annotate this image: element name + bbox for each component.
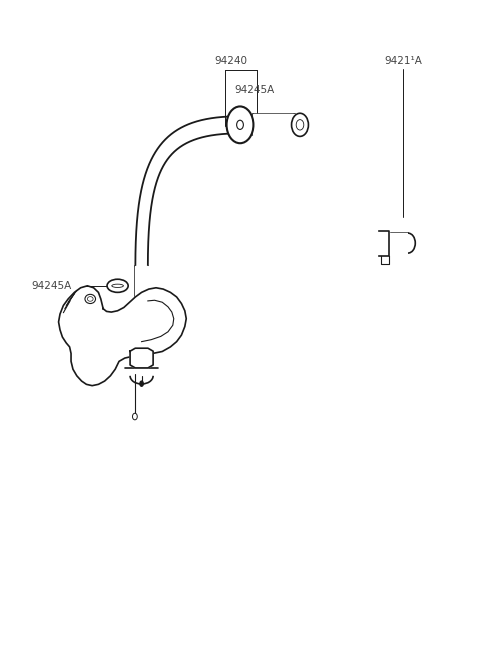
Polygon shape (130, 348, 153, 368)
Circle shape (139, 380, 144, 387)
Circle shape (291, 113, 309, 137)
Circle shape (237, 120, 243, 129)
Text: 9421¹A: 9421¹A (384, 56, 422, 66)
Text: 94245A: 94245A (31, 281, 72, 291)
Circle shape (132, 413, 137, 420)
Ellipse shape (85, 294, 96, 304)
Text: 94245A: 94245A (234, 85, 275, 95)
Polygon shape (379, 231, 389, 256)
Circle shape (227, 106, 253, 143)
Circle shape (296, 120, 304, 130)
Text: 94240: 94240 (214, 56, 247, 66)
Polygon shape (381, 256, 389, 264)
Ellipse shape (107, 279, 128, 292)
Polygon shape (253, 114, 307, 135)
Polygon shape (135, 266, 148, 328)
Polygon shape (389, 233, 408, 253)
Polygon shape (59, 286, 186, 386)
